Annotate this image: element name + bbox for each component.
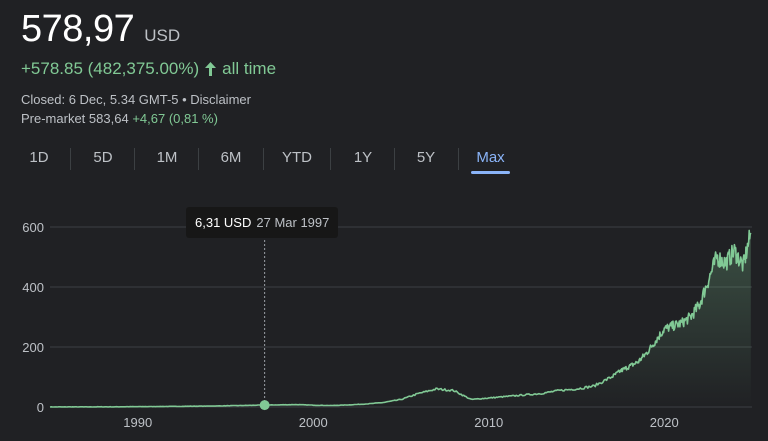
tab-divider xyxy=(134,148,135,170)
tab-divider xyxy=(394,148,395,170)
tooltip-date: 27 Mar 1997 xyxy=(256,215,330,230)
current-price: 578,97 xyxy=(21,8,135,50)
series-line xyxy=(49,229,752,408)
change-value: +578.85 (482,375.00%) xyxy=(21,59,200,78)
tab-6m[interactable]: 6M xyxy=(220,149,242,166)
arrow-up-icon xyxy=(204,61,217,77)
series-area xyxy=(50,230,751,407)
price-change: +578.85 (482,375.00%) all time xyxy=(21,59,276,79)
tooltip-price: 6,31 USD xyxy=(195,215,252,230)
premarket-label: Pre-market xyxy=(21,111,86,126)
y-tick-label: 200 xyxy=(22,340,44,355)
y-tick-label: 600 xyxy=(22,220,44,235)
x-tick-label: 2010 xyxy=(474,415,503,430)
x-tick-label: 2020 xyxy=(650,415,679,430)
range-tabs: 1D 5D 1M 6M YTD 1Y 5Y Max xyxy=(0,140,540,176)
tab-1m[interactable]: 1M xyxy=(156,149,178,166)
tab-1d[interactable]: 1D xyxy=(29,149,49,166)
tab-divider xyxy=(263,148,264,170)
x-tick-label: 2000 xyxy=(299,415,328,430)
tab-divider xyxy=(330,148,331,170)
premarket-info: Pre-market 583,64 +4,67 (0,81 %) xyxy=(21,111,218,126)
tab-5y[interactable]: 5Y xyxy=(416,149,436,166)
price-header: 578,97 USD xyxy=(21,8,180,51)
hover-point xyxy=(259,400,270,411)
y-tick-label: 400 xyxy=(22,280,44,295)
tab-divider xyxy=(70,148,71,170)
tab-1y[interactable]: 1Y xyxy=(353,149,373,166)
tab-divider xyxy=(198,148,199,170)
change-period: all time xyxy=(222,59,277,78)
premarket-price: 583,64 xyxy=(88,111,129,126)
chart-tooltip: 6,31 USD 27 Mar 1997 xyxy=(186,207,339,238)
currency-label: USD xyxy=(144,26,181,45)
x-tick-label: 1990 xyxy=(123,415,152,430)
y-tick-label: 0 xyxy=(37,400,44,415)
closed-info: Closed: 6 Dec, 5.34 GMT-5 • Disclaimer xyxy=(21,92,251,107)
tab-max[interactable]: Max xyxy=(471,140,510,176)
premarket-change: +4,67 (0,81 %) xyxy=(132,111,218,126)
tab-divider xyxy=(458,148,459,170)
tab-ytd[interactable]: YTD xyxy=(282,149,312,166)
tab-5d[interactable]: 5D xyxy=(93,149,113,166)
